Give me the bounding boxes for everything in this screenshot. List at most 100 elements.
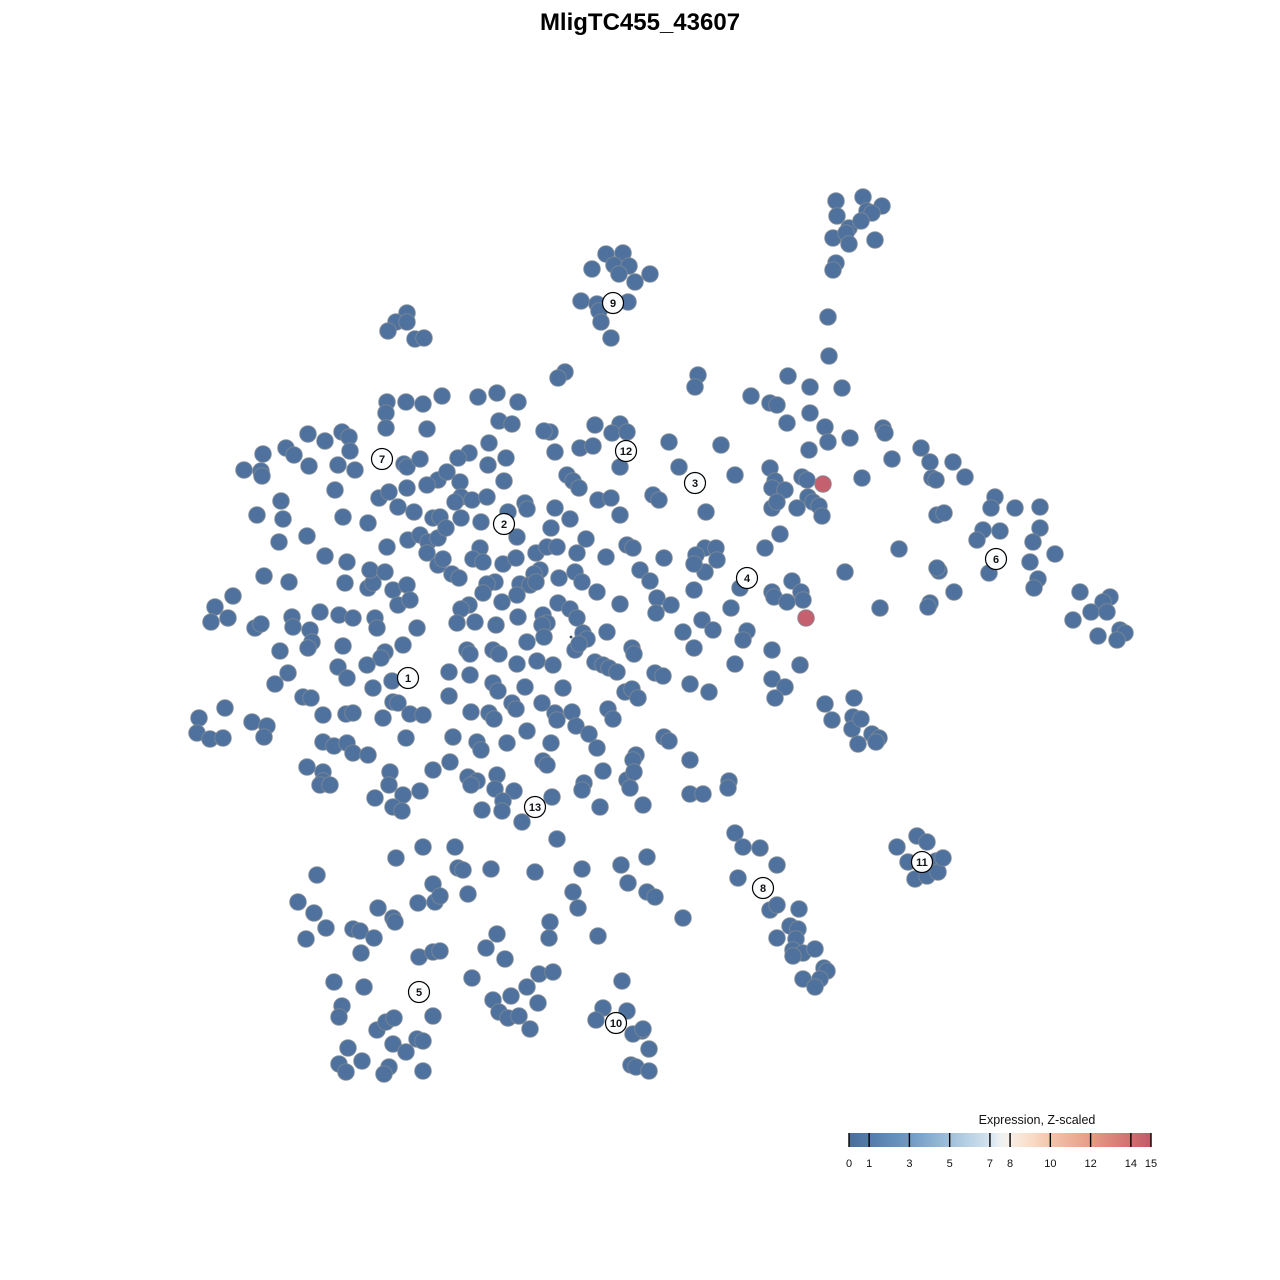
data-point [654, 667, 672, 685]
data-point [597, 548, 615, 566]
cluster-label: 8 [751, 876, 775, 900]
data-point [619, 874, 637, 892]
data-point [393, 802, 411, 820]
data-point [386, 913, 404, 931]
data-point [364, 679, 382, 697]
data-point [344, 744, 362, 762]
data-point [554, 679, 572, 697]
data-point [768, 396, 786, 414]
data-point [351, 922, 369, 940]
data-point [355, 978, 373, 996]
data-point [459, 885, 477, 903]
data-point [418, 476, 436, 494]
data-point [380, 483, 398, 501]
data-point [330, 1008, 348, 1026]
cluster-label: 13 [523, 795, 547, 819]
cluster-label: 6 [984, 547, 1008, 571]
data-point [577, 530, 595, 548]
data-point [612, 856, 630, 874]
data-point [243, 713, 261, 731]
data-point [587, 1011, 605, 1029]
data-point [527, 573, 545, 591]
data-point [378, 538, 396, 556]
data-point [766, 689, 784, 707]
data-point [503, 415, 521, 433]
data-point [314, 706, 332, 724]
data-point [274, 510, 292, 528]
data-point [299, 639, 317, 657]
cluster-label-circle [910, 850, 934, 874]
cluster-label-number: 11 [916, 857, 928, 869]
data-point [509, 608, 527, 626]
data-point [845, 689, 863, 707]
data-point [608, 663, 626, 681]
data-point [493, 593, 511, 611]
data-point [415, 329, 433, 347]
data-point [375, 1065, 393, 1083]
data-point [280, 573, 298, 591]
data-point [674, 623, 692, 641]
data-point [299, 425, 317, 443]
data-point [568, 544, 586, 562]
data-point [368, 619, 386, 637]
data-point [794, 591, 812, 609]
data-point [634, 1020, 652, 1038]
cluster-label-number: 2 [501, 519, 507, 531]
data-point [446, 493, 464, 511]
data-point [1089, 627, 1107, 645]
data-point [569, 899, 587, 917]
data-point [681, 751, 699, 769]
data-point [450, 569, 468, 587]
data-point [602, 489, 620, 507]
data-point [431, 887, 449, 905]
cluster-label: 7 [370, 447, 394, 471]
data-point [945, 583, 963, 601]
data-point [778, 414, 796, 432]
data-point [840, 235, 858, 253]
data-point [341, 442, 359, 460]
data-point [206, 598, 224, 616]
legend-tick-label: 8 [1007, 1158, 1013, 1170]
data-point [279, 664, 297, 682]
cluster-label-number: 1 [405, 673, 411, 685]
cluster-label-number: 9 [610, 298, 616, 310]
cluster-label-circle [407, 980, 431, 1004]
data-point [329, 456, 347, 474]
data-point [488, 925, 506, 943]
data-point [662, 596, 680, 614]
cluster-label: 2 [492, 512, 516, 536]
data-point [361, 561, 379, 579]
data-point [397, 729, 415, 747]
data-point [610, 265, 628, 283]
legend: Expression, Z-scaled 0 1 3 5 7 8 10 12 14 15 [846, 1113, 1157, 1170]
data-point [535, 422, 553, 440]
data-point [646, 888, 664, 906]
data-point [866, 231, 884, 249]
data-point [365, 929, 383, 947]
data-point [573, 860, 591, 878]
legend-gradient-bar [849, 1133, 1151, 1147]
data-point [414, 1032, 432, 1050]
data-point [734, 838, 752, 856]
data-point [631, 561, 649, 579]
data-point [224, 587, 242, 605]
data-point [798, 471, 816, 489]
data-point [806, 940, 824, 958]
data-point [336, 574, 354, 592]
data-point [298, 527, 316, 545]
data-point [564, 883, 582, 901]
data-point [289, 893, 307, 911]
data-point [592, 313, 610, 331]
data-point [438, 463, 456, 481]
data-point [521, 1020, 539, 1038]
data-point [548, 538, 566, 556]
data-point [433, 387, 451, 405]
data-point [507, 549, 525, 567]
cluster-label: 5 [407, 980, 431, 1004]
data-point [629, 689, 647, 707]
data-point [681, 675, 699, 693]
data-point [1025, 579, 1043, 597]
data-point [272, 492, 290, 510]
data-point [944, 453, 962, 471]
data-point [446, 838, 464, 856]
